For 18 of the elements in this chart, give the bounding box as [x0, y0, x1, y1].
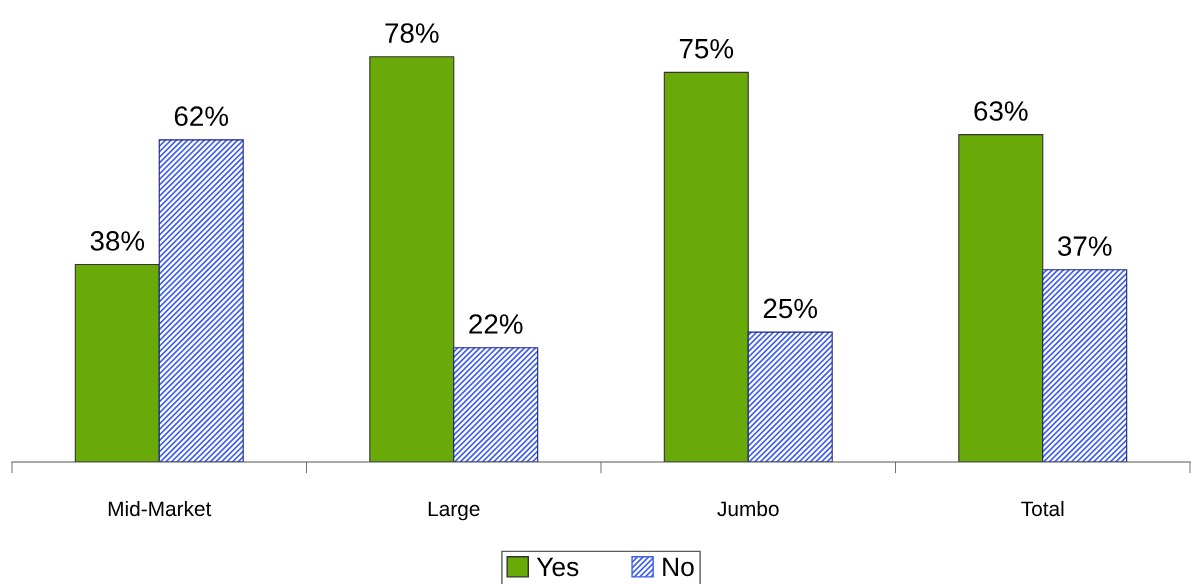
bar — [663, 71, 749, 462]
data-label: 22% — [469, 314, 523, 334]
bar — [958, 134, 1044, 462]
data-label: 37% — [1057, 236, 1112, 256]
x-tick-label: Large — [428, 501, 480, 521]
bar — [74, 264, 160, 462]
data-label: 78% — [385, 23, 439, 43]
x-tick-label: Total — [1021, 500, 1064, 517]
data-label: 75% — [679, 38, 734, 59]
bar — [369, 56, 455, 462]
legend-label: No — [663, 557, 694, 577]
x-tick-label: Mid-Market — [108, 500, 212, 517]
data-label: 62% — [174, 106, 229, 127]
x-tick-label: Jumbo — [717, 500, 779, 517]
data-label: 25% — [763, 298, 818, 319]
data-label: 38% — [90, 231, 145, 251]
legend-label: Yes — [536, 557, 579, 577]
data-label: 63% — [974, 101, 1028, 121]
